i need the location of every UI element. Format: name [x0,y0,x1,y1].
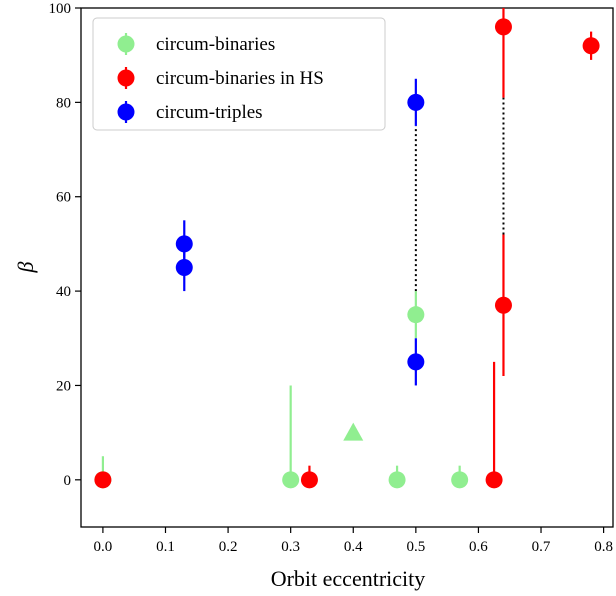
x-tick-label: 0.2 [219,539,238,555]
y-tick-label: 40 [56,284,71,300]
data-point [94,471,112,489]
y-tick-label: 100 [49,1,72,17]
y-axis-label: β [13,261,38,273]
plot-frame [80,7,614,528]
data-point [282,471,300,489]
y-tick-label: 0 [64,473,72,489]
data-point [175,259,193,276]
legend-label: circum-triples [156,102,263,123]
legend-box [92,17,386,131]
triangle-marker [343,422,364,441]
legend-marker [117,35,135,53]
data-point [582,37,600,55]
x-tick-label: 0.4 [344,539,363,555]
x-tick-label: 0.7 [532,539,551,555]
data-point [494,18,512,36]
data-point [485,471,503,489]
x-tick-label: 0.1 [156,539,175,555]
x-tick-label: 0.5 [406,539,425,555]
data-point [407,93,425,111]
y-tick-label: 60 [56,190,71,206]
x-tick-label: 0.8 [594,539,613,555]
data-point [407,353,425,371]
y-axis-ticks: 0 20 40 60 80 100 [49,1,81,489]
legend-entries: circum-binaries circum-binaries in HS circ… [117,33,324,123]
legend-label: circum-binaries in HS [156,68,324,89]
x-axis-label: Orbit eccentricity [271,566,426,591]
legend-marker [117,69,135,87]
legend-label: circum-binaries [156,34,275,55]
x-tick-label: 0.3 [281,539,300,555]
data-point [451,471,469,489]
y-tick-label: 20 [56,378,71,394]
data-point [494,296,512,314]
x-tick-label: 0.0 [94,539,113,555]
data-point [300,471,318,489]
data-point [388,471,406,489]
y-tick-label: 80 [56,95,71,111]
legend-marker [117,103,135,121]
data-point [175,235,193,253]
chart-marks [94,8,600,489]
legend: circum-binaries circum-binaries in HS circ… [92,17,386,131]
x-axis-ticks: 0.0 0.1 0.2 0.3 0.4 0.5 0.6 0.7 0.8 [94,527,613,555]
data-point [407,306,425,324]
x-tick-label: 0.6 [469,539,488,555]
